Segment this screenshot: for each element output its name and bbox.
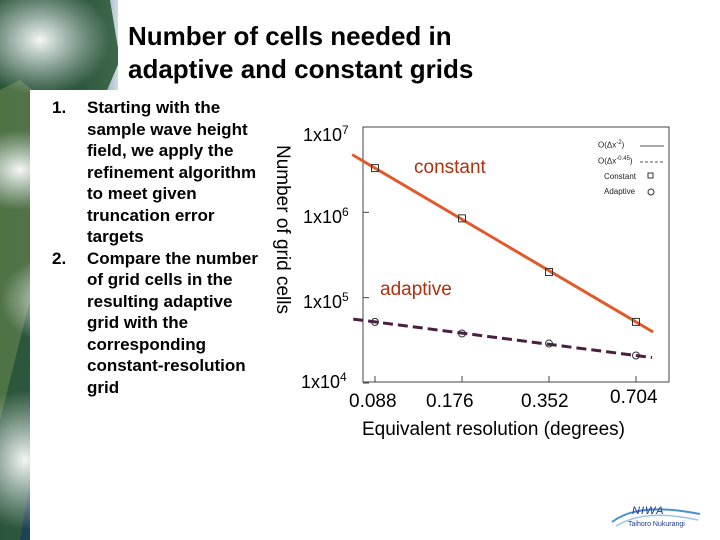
adaptive-data-point xyxy=(458,329,466,338)
legend-entry-fit-solid: O(Δx-2) xyxy=(598,140,625,150)
bullet-list: 1. Starting with the sample wave height f… xyxy=(40,97,262,398)
annotation-constant: constant xyxy=(414,157,486,178)
y-tick-label: 1x107 xyxy=(303,123,349,145)
constant-data-point xyxy=(458,214,466,223)
constant-data-point xyxy=(371,164,379,173)
slide-title-line1: Number of cells needed in xyxy=(128,21,452,51)
legend-entry-adaptive: Adaptive xyxy=(604,187,636,196)
legend-marker-circle xyxy=(647,188,655,196)
constant-data-point xyxy=(632,317,640,326)
annotation-adaptive: adaptive xyxy=(380,279,452,300)
bullet-text: Starting with the sample wave height fie… xyxy=(87,98,257,246)
legend-marker-square xyxy=(647,172,654,179)
adaptive-data-point xyxy=(371,317,379,326)
slide-title-line2: adaptive and constant grids xyxy=(128,54,474,84)
adaptive-data-point xyxy=(545,339,553,348)
y-axis-label: Number of grid cells xyxy=(272,145,293,314)
slide-title: Number of cells needed in adaptive and c… xyxy=(128,20,548,86)
legend-entry-fit-dashed: O(Δx-0.45) xyxy=(598,156,633,166)
logo-name: NIWA xyxy=(632,505,665,517)
legend-box xyxy=(585,134,665,196)
constant-data-point xyxy=(545,267,553,276)
bullet-item: 2. Compare the number of grid cells in th… xyxy=(40,248,262,399)
x-tick-label: 0.352 xyxy=(521,391,569,412)
bullet-item: 1. Starting with the sample wave height f… xyxy=(40,97,262,248)
adaptive-data-point xyxy=(632,351,640,360)
legend-entry-constant: Constant xyxy=(604,172,637,181)
y-tick-label: 1x104 xyxy=(301,370,347,392)
x-axis-label: Equivalent resolution (degrees) xyxy=(362,419,625,440)
niwa-logo xyxy=(611,508,701,527)
logo-tagline: Taihoro Nukurangi xyxy=(628,521,685,528)
x-tick-label: 0.088 xyxy=(349,391,397,412)
legend xyxy=(585,134,665,196)
y-tick-label: 1x106 xyxy=(303,205,349,227)
bullet-number: 1. xyxy=(52,98,67,117)
bullet-text: Compare the number of grid cells in the … xyxy=(87,248,258,397)
bullet-number: 2. xyxy=(52,248,67,268)
x-tick-label: 0.176 xyxy=(426,391,474,412)
fit-line-adaptive xyxy=(353,317,653,360)
y-tick-label: 1x105 xyxy=(303,290,349,312)
fit-line-constant xyxy=(351,153,654,333)
x-tick-label: 0.704 xyxy=(610,387,658,408)
